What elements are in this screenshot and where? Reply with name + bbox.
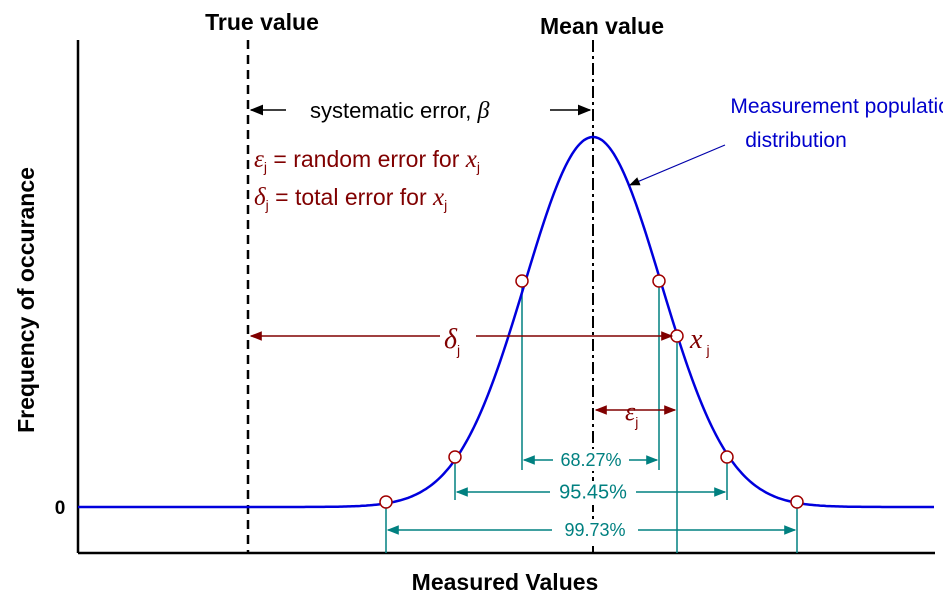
epsilon-label: εj xyxy=(625,397,638,430)
interval-lines xyxy=(385,280,798,553)
pointer xyxy=(629,144,726,186)
total-error-label: δj = total error for xj xyxy=(254,184,447,213)
interval-label: 99.73% xyxy=(564,520,625,540)
population-label: distribution xyxy=(745,129,847,152)
interval-label: 95.45% xyxy=(559,481,627,503)
mean-label: Mean value xyxy=(540,13,664,39)
interval-label: 68.27% xyxy=(560,450,621,470)
x-axis-title: Measured Values xyxy=(412,569,599,595)
distribution-curve xyxy=(78,135,934,509)
systematic-label: systematic error, β xyxy=(310,98,489,124)
delta-label: δj xyxy=(444,324,460,358)
y-axis-title: Frequency of occurance xyxy=(13,167,39,433)
zero-label: 0 xyxy=(55,498,66,519)
population-label: Measurement population xyxy=(730,95,943,118)
curve-points xyxy=(379,274,804,509)
random-error-label: εj = random error for xj xyxy=(254,146,480,175)
true-label: True value xyxy=(205,9,319,35)
